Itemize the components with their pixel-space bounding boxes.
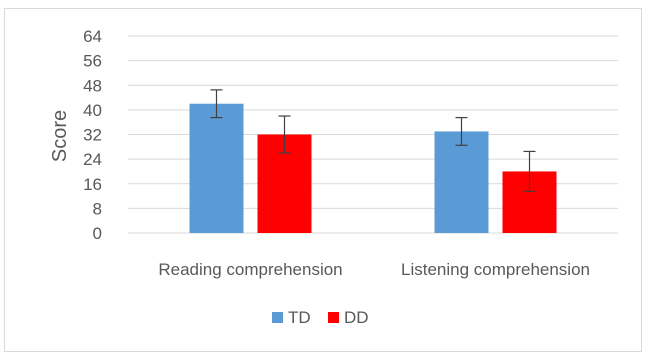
y-tick-label-32: 32 xyxy=(83,126,102,145)
legend-label-dd: DD xyxy=(344,308,369,327)
y-tick-label-40: 40 xyxy=(83,101,102,120)
legend-item-td: TD xyxy=(272,308,311,327)
legend: TD DD xyxy=(272,308,369,327)
y-axis-title: Score xyxy=(49,110,71,162)
y-axis-ticks: 0 8 16 24 32 40 48 56 64 xyxy=(83,27,102,243)
y-tick-label-56: 56 xyxy=(83,52,102,71)
legend-item-dd: DD xyxy=(328,308,369,327)
y-tick-label-16: 16 xyxy=(83,175,102,194)
y-tick-label-0: 0 xyxy=(93,224,102,243)
x-tick-label-0: Reading comprehension xyxy=(158,260,342,279)
y-tick-label-48: 48 xyxy=(83,76,102,95)
error-bar-td-1 xyxy=(455,116,468,146)
bar-td-1 xyxy=(434,131,489,233)
y-tick-label-64: 64 xyxy=(83,27,102,46)
bars xyxy=(189,103,557,233)
x-axis-labels: Reading comprehension Listening comprehen… xyxy=(158,260,590,279)
bar-td-0 xyxy=(189,103,244,233)
error-bar-dd-1 xyxy=(523,150,536,193)
error-bar-td-0 xyxy=(210,89,223,119)
legend-swatch-dd xyxy=(328,312,339,323)
error-bar-dd-0 xyxy=(278,115,291,154)
y-tick-label-24: 24 xyxy=(83,150,102,169)
legend-swatch-td xyxy=(272,312,283,323)
legend-label-td: TD xyxy=(288,308,311,327)
x-tick-label-1: Listening comprehension xyxy=(401,260,590,279)
y-tick-label-8: 8 xyxy=(93,199,102,218)
error-bars xyxy=(210,89,536,193)
